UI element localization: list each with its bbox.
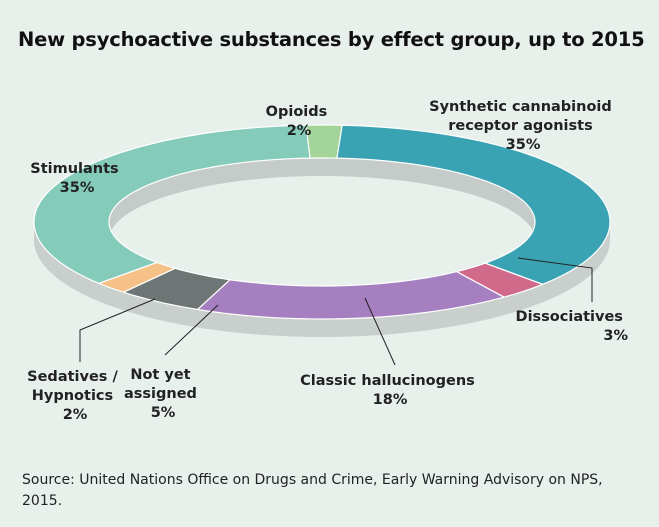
donut-ring xyxy=(33,124,611,337)
label-classic-hallucinogens: Classic hallucinogens 18% xyxy=(300,373,480,408)
label-stimulants: Stimulants 35% xyxy=(30,161,123,196)
label-not-yet-assigned: Not yet assigned 5% xyxy=(124,367,202,421)
source-note: Source: United Nations Office on Drugs a… xyxy=(22,472,603,509)
slice-opioids xyxy=(305,124,343,159)
label-opioids: Opioids 2% xyxy=(266,104,333,139)
leader-sedatives xyxy=(79,298,156,362)
slice-synthetic-cannabinoid-receptor-agonists xyxy=(336,124,611,285)
leader-not-assigned xyxy=(164,304,219,356)
leader-dissociatives xyxy=(517,257,593,302)
chart-title: New psychoactive substances by effect gr… xyxy=(18,28,645,51)
donut-outer-wall xyxy=(34,222,610,337)
label-synthetic-cannabinoid: Synthetic cannabinoid receptor agonists … xyxy=(429,99,617,153)
leader-hallucinogens xyxy=(364,297,396,366)
label-sedatives-hypnotics: Sedatives / Hypnotics 2% xyxy=(27,369,123,423)
donut-inner-wall xyxy=(109,158,535,240)
label-dissociatives: Dissociatives 3% xyxy=(516,309,629,344)
slice-stimulants xyxy=(33,124,311,284)
